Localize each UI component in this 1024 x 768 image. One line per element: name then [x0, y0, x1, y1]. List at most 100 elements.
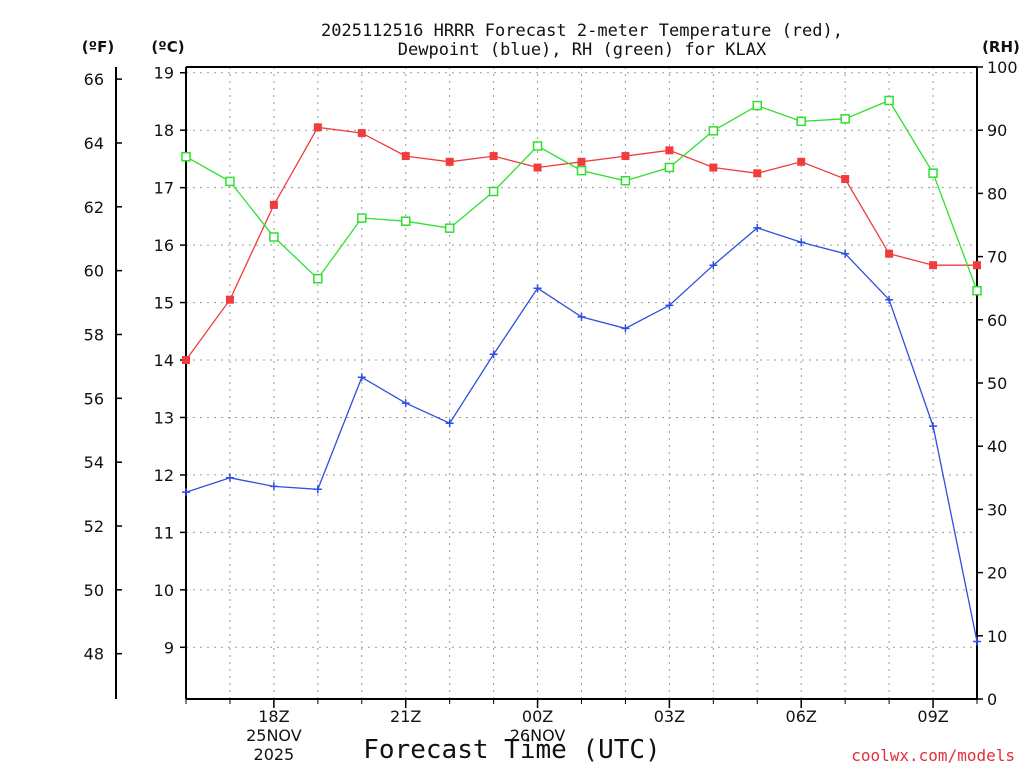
rh-tick-label: 30: [987, 500, 1007, 519]
temperature-point: [929, 261, 938, 270]
dewpoint-point: [357, 373, 366, 382]
rh-tick-label: 90: [987, 121, 1007, 140]
celsius-tick-label: 16: [154, 236, 174, 255]
credit-text: coolwx.com/models: [851, 746, 1015, 765]
celsius-tick-label: 17: [154, 179, 174, 198]
temperature-point: [973, 261, 981, 270]
x-tick-label: 06Z: [786, 707, 817, 726]
temperature-point: [885, 249, 894, 258]
rh-point: [796, 116, 806, 127]
rh-point: [928, 168, 938, 178]
temperature-point: [753, 169, 762, 178]
chart-title-line-2: Dewpoint (blue), RH (green) for KLAX: [398, 40, 767, 60]
x-tick-label: 2025: [254, 745, 295, 764]
x-tick-label: 21Z: [390, 707, 421, 726]
dewpoint-point: [753, 223, 762, 232]
celsius-tick-label: 18: [154, 121, 174, 140]
temperature-point: [577, 157, 586, 166]
fahrenheit-unit-label: (ºF): [82, 38, 114, 56]
temperature-point: [445, 157, 454, 166]
celsius-tick-label: 12: [154, 466, 174, 485]
celsius-unit-label: (ºC): [151, 38, 184, 56]
dewpoint-point: [225, 473, 234, 482]
rh-tick-label: 100: [987, 58, 1018, 77]
fahrenheit-tick-label: 56: [84, 389, 104, 408]
rh-point: [400, 216, 411, 226]
temperature-point: [533, 163, 542, 172]
celsius-tick-label: 11: [154, 523, 174, 542]
chart-title-line-1: 2025112516 HRRR Forecast 2-meter Tempera…: [321, 21, 843, 41]
x-tick-label: 09Z: [917, 707, 948, 726]
rh-point: [488, 186, 499, 197]
dewpoint-point: [489, 350, 498, 359]
temperature-point: [182, 356, 190, 365]
celsius-tick-label: 15: [154, 294, 174, 313]
temperature-point: [841, 175, 850, 184]
fahrenheit-tick-label: 50: [84, 581, 104, 600]
rh-point: [313, 273, 323, 284]
dewpoint-point: [533, 284, 542, 293]
x-tick-label: 00Z: [522, 707, 553, 726]
dewpoint-point: [973, 637, 981, 646]
dewpoint-point: [313, 485, 322, 494]
celsius-tick-label: 14: [154, 351, 174, 370]
dewpoint-point: [841, 249, 850, 258]
celsius-tick-label: 9: [164, 638, 174, 657]
rh-tick-label: 40: [987, 437, 1007, 456]
axes: [115, 66, 983, 708]
celsius-tick-label: 19: [154, 64, 174, 83]
temperature-point: [621, 152, 630, 161]
fahrenheit-tick-label: 60: [84, 262, 104, 281]
temperature-point: [269, 200, 278, 209]
rh-point: [532, 141, 543, 151]
rh-point: [181, 151, 191, 162]
rh-series-line: [185, 99, 978, 291]
rh-point: [708, 126, 719, 136]
temperature-point: [489, 152, 498, 161]
temperature-point: [665, 146, 674, 155]
rh-unit-label: (RH): [982, 38, 1020, 56]
dewpoint-point: [269, 482, 278, 491]
celsius-tick-label: 13: [154, 408, 174, 427]
fahrenheit-tick-label: 58: [84, 325, 104, 344]
temperature-point: [225, 295, 234, 304]
rh-point: [752, 100, 763, 111]
x-tick-label: 03Z: [654, 707, 685, 726]
rh-point: [884, 95, 894, 106]
fahrenheit-tick-label: 54: [84, 453, 104, 472]
dewpoint-point: [445, 419, 454, 428]
fahrenheit-tick-label: 64: [84, 134, 104, 153]
dewpoint-point: [929, 422, 938, 431]
dewpoint-point: [665, 301, 674, 310]
dewpoint-point: [182, 488, 190, 497]
rh-point: [576, 165, 587, 176]
rh-point: [620, 176, 631, 186]
x-tick-label: 26NOV: [510, 726, 566, 745]
rh-point: [269, 232, 279, 242]
dewpoint-point: [885, 295, 894, 304]
series-layer: [181, 95, 982, 646]
rh-tick-label: 80: [987, 184, 1007, 203]
x-axis-label: Forecast Time (UTC): [363, 735, 660, 765]
rh-tick-label: 10: [987, 627, 1007, 646]
temperature-point: [313, 123, 322, 132]
rh-tick-label: 60: [987, 311, 1007, 330]
dewpoint-point: [401, 399, 410, 408]
x-tick-label: 18Z: [258, 707, 289, 726]
rh-point: [444, 223, 455, 233]
celsius-tick-label: 10: [154, 581, 174, 600]
rh-tick-label: 0: [987, 690, 997, 709]
fahrenheit-tick-label: 66: [84, 70, 104, 89]
temperature-point: [357, 129, 366, 138]
temperature-point: [797, 157, 806, 166]
rh-tick-label: 20: [987, 564, 1007, 583]
tick-labels: 9 10 11 12 13 14 15 16 17 18 19 48 50 52 54 56 58 60 62 64 6…: [84, 58, 1018, 764]
temperature-point: [401, 152, 410, 161]
dewpoint-point: [621, 324, 630, 333]
fahrenheit-tick-label: 52: [84, 517, 104, 536]
rh-tick-label: 50: [987, 374, 1007, 393]
rh-point: [664, 162, 675, 173]
rh-tick-label: 70: [987, 248, 1007, 267]
grid-lines: [186, 67, 977, 699]
rh-point: [357, 213, 367, 223]
